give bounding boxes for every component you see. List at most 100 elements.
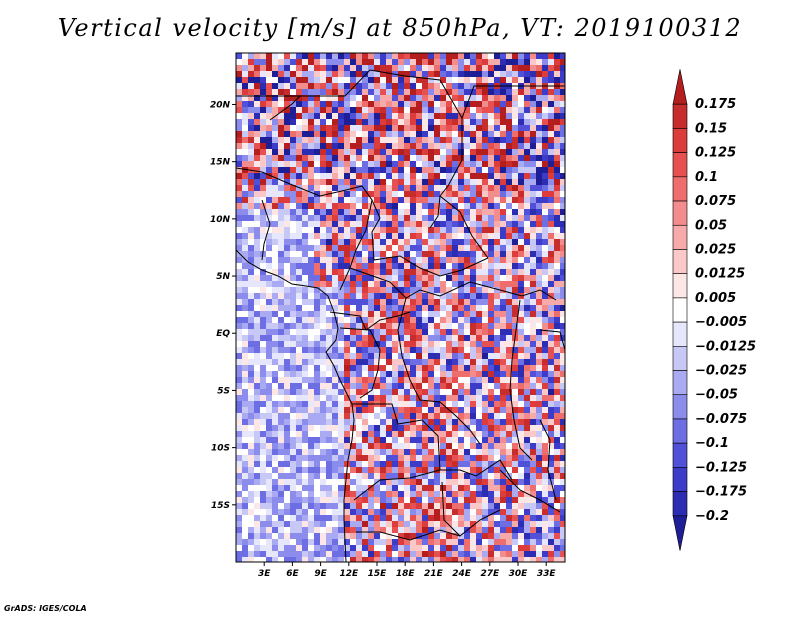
field-cell [308,305,314,311]
field-cell [428,83,434,89]
field-cell [284,83,290,89]
field-cell [392,389,398,395]
field-cell [314,143,320,149]
field-cell [386,275,392,281]
field-cell [314,383,320,389]
field-cell [392,251,398,257]
field-cell [272,281,278,287]
field-cell [506,425,512,431]
field-cell [350,521,356,527]
field-cell [326,383,332,389]
field-cell [344,299,350,305]
field-cell [380,191,386,197]
field-cell [344,65,350,71]
field-cell [404,251,410,257]
field-cell [314,65,320,71]
field-cell [512,215,518,221]
field-cell [308,119,314,125]
field-cell [404,137,410,143]
field-cell [548,131,554,137]
field-cell [248,107,254,113]
field-cell [266,125,272,131]
field-cell [320,533,326,539]
field-cell [512,53,518,59]
field-cell [356,443,362,449]
field-cell [470,491,476,497]
field-cell [428,239,434,245]
field-cell [374,545,380,551]
chart-title: Vertical velocity [m/s] at 850hPa, VT: 2… [57,14,743,42]
field-cell [554,323,560,329]
field-cell [254,335,260,341]
field-cell [242,437,248,443]
field-cell [422,197,428,203]
field-cell [500,131,506,137]
field-cell [356,431,362,437]
colorbar-cap-bottom [672,515,688,551]
field-cell [440,437,446,443]
field-cell [266,371,272,377]
field-cell [266,467,272,473]
field-cell [308,191,314,197]
field-cell [560,335,565,341]
field-cell [518,311,524,317]
field-cell [416,89,422,95]
field-cell [512,365,518,371]
field-cell [452,125,458,131]
field-cell [536,299,542,305]
field-cell [380,557,386,562]
field-cell [518,413,524,419]
field-cell [248,389,254,395]
field-cell [296,77,302,83]
field-cell [434,437,440,443]
field-cell [542,323,548,329]
field-cell [548,191,554,197]
field-cell [476,185,482,191]
field-cell [266,59,272,65]
field-cell [368,389,374,395]
field-cell [380,311,386,317]
field-cell [392,359,398,365]
field-cell [278,185,284,191]
field-cell [260,143,266,149]
field-cell [404,413,410,419]
field-cell [410,515,416,521]
field-cell [536,221,542,227]
field-cell [422,317,428,323]
field-cell [434,419,440,425]
field-cell [332,185,338,191]
field-cell [368,215,374,221]
field-cell [386,329,392,335]
field-cell [314,119,320,125]
field-cell [398,329,404,335]
field-cell [266,89,272,95]
field-cell [416,227,422,233]
field-cell [296,389,302,395]
field-cell [404,407,410,413]
field-cell [542,377,548,383]
field-cell [362,335,368,341]
field-cell [482,509,488,515]
field-cell [362,83,368,89]
field-cell [248,509,254,515]
field-cell [350,395,356,401]
field-cell [302,125,308,131]
field-cell [524,275,530,281]
field-cell [320,71,326,77]
field-cell [260,491,266,497]
field-cell [314,209,320,215]
field-cell [530,425,536,431]
field-cell [500,245,506,251]
field-cell [446,179,452,185]
field-cell [440,539,446,545]
field-cell [464,407,470,413]
field-cell [236,89,242,95]
field-cell [524,455,530,461]
field-cell [236,155,242,161]
field-cell [290,269,296,275]
field-cell [494,479,500,485]
field-cell [344,293,350,299]
field-cell [536,53,542,59]
field-cell [344,539,350,545]
field-cell [284,461,290,467]
